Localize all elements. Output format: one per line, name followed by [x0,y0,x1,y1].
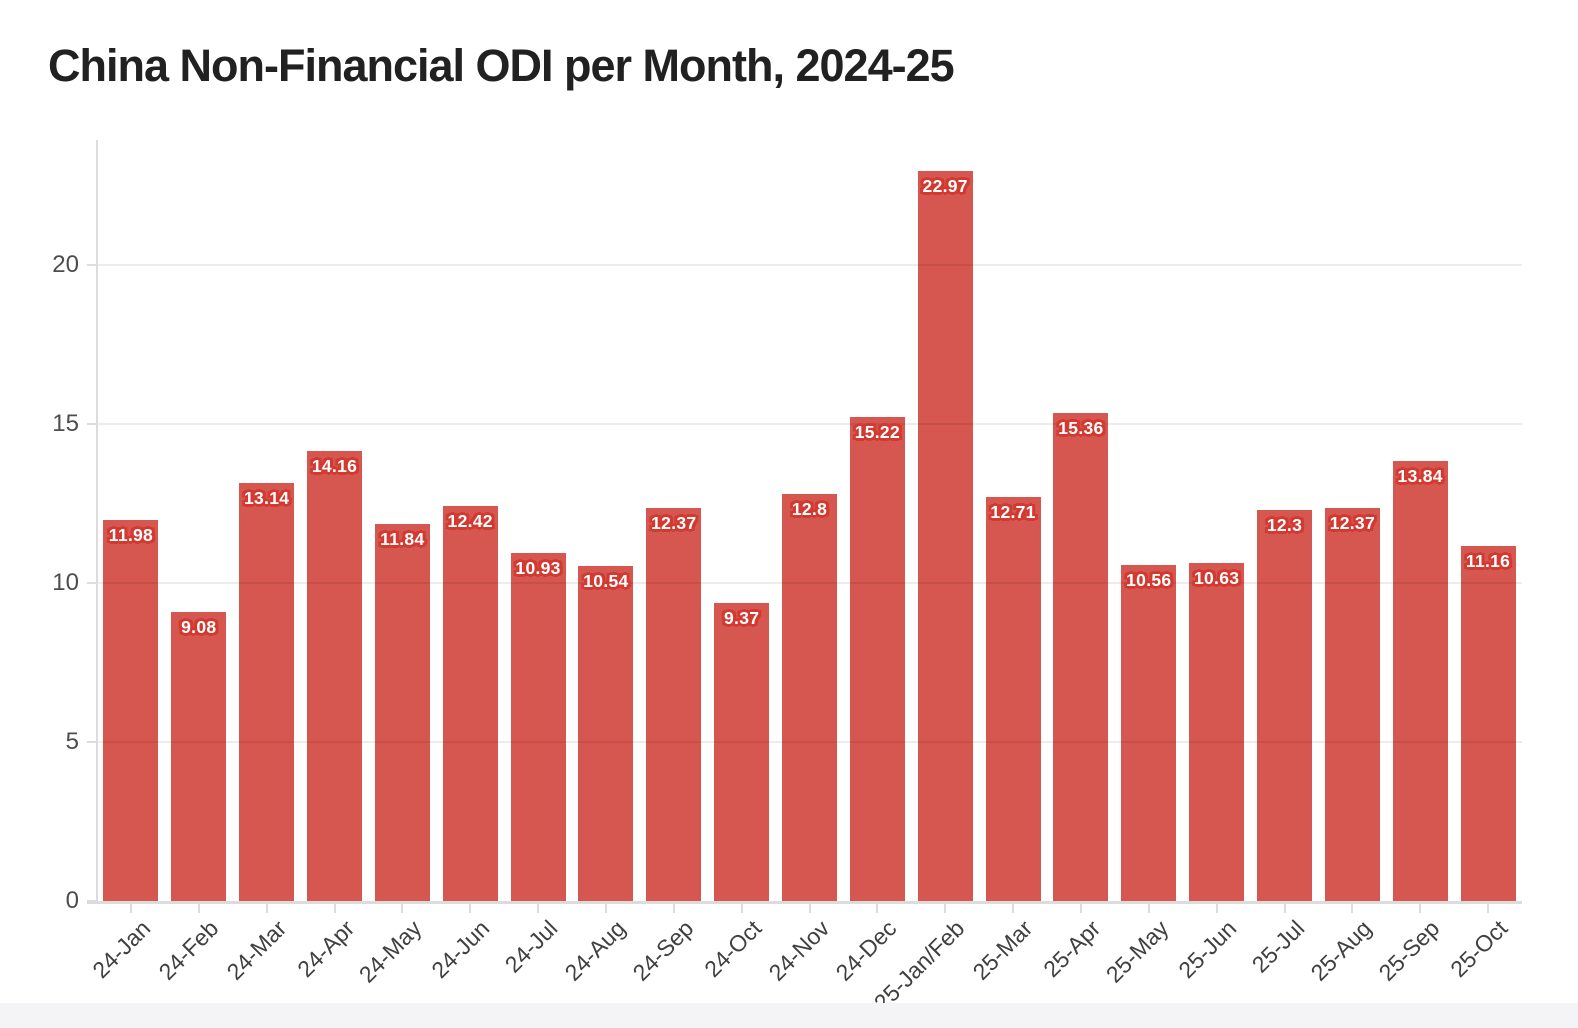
x-axis-tick [469,904,472,913]
x-axis-tick [808,904,811,913]
bar [985,496,1041,901]
bar [849,417,905,901]
bar [1257,509,1312,901]
x-axis-tick [265,904,268,913]
bar [1460,546,1516,901]
bar-value-label: 10.93 [515,558,561,579]
bar-value-label: 22.97 [922,175,968,196]
bar-value-label: 12.71 [990,501,1036,522]
bar [646,507,702,901]
x-axis-tick [1215,904,1218,913]
x-axis-tick [1283,904,1286,913]
bar-value-label: 15.22 [854,422,900,442]
y-tick-label: 20 [52,251,79,278]
x-axis-tick [197,904,200,913]
bar-value-label: 9.08 [181,617,217,638]
y-tick-label: 5 [65,728,79,755]
bar [1121,565,1177,901]
x-axis-tick [876,904,879,913]
bar [917,170,973,901]
chart-title: China Non-Financial ODI per Month, 2024-… [48,40,955,91]
bar-value-label: 12.8 [791,498,828,519]
x-axis-tick [537,904,540,913]
bar [374,524,430,901]
y-axis-tick [87,582,97,584]
bar-value-label: 14.16 [311,455,358,476]
bar-value-label: 15.36 [1058,417,1104,438]
bar [578,565,634,901]
y-tick-label: 10 [52,569,79,596]
bar [171,612,227,901]
x-axis-tick [333,904,336,913]
bar [714,603,770,901]
y-axis-tick [87,423,97,425]
x-axis-tick [1487,904,1490,913]
x-axis-tick [1079,904,1082,913]
bottom-page-strip [0,1003,1578,1028]
x-axis-tick [740,904,743,913]
x-axis-tick [1351,904,1354,913]
x-axis-tick [944,904,947,913]
y-axis-tick [87,741,97,743]
gridline [97,741,1522,743]
bar-value-label: 13.14 [243,488,290,509]
bar-value-label: 11.16 [1465,551,1511,572]
x-axis-tick [401,904,404,913]
bar-value-label: 10.56 [1126,570,1172,591]
bar-value-label: 11.98 [108,525,154,546]
x-axis-tick [1419,904,1422,913]
x-axis-tick [129,904,132,913]
bar [1392,460,1448,901]
bar-value-label: 12.42 [447,511,493,532]
bar [510,553,566,901]
y-axis-tick [87,264,97,266]
bar-value-label: 12.37 [651,512,697,533]
bar-value-label: 11.84 [380,529,425,550]
bar-value-label: 10.54 [583,570,629,591]
gridline [97,582,1522,584]
bar [1189,562,1245,901]
x-axis-tick [604,904,607,913]
bar [307,450,362,901]
bar [1324,507,1380,901]
y-axis-line [96,140,98,901]
y-tick-label: 15 [52,410,79,437]
bar-value-label: 13.84 [1397,465,1443,486]
bar [782,493,837,901]
bar-value-label: 12.37 [1329,512,1375,533]
bar-value-label: 12.3 [1266,514,1303,535]
x-axis-tick [1147,904,1150,913]
gridline [97,423,1522,425]
bar [442,506,498,901]
bar-value-label: 10.63 [1193,567,1240,588]
bar-value-label: 9.37 [724,608,760,629]
bar [1053,412,1109,901]
y-tick-label: 0 [65,887,79,914]
bar [103,520,159,901]
gridline [97,264,1522,266]
x-axis-line [87,901,1522,904]
x-axis-tick [672,904,675,913]
bar [239,483,295,901]
x-axis-tick [1012,904,1015,913]
